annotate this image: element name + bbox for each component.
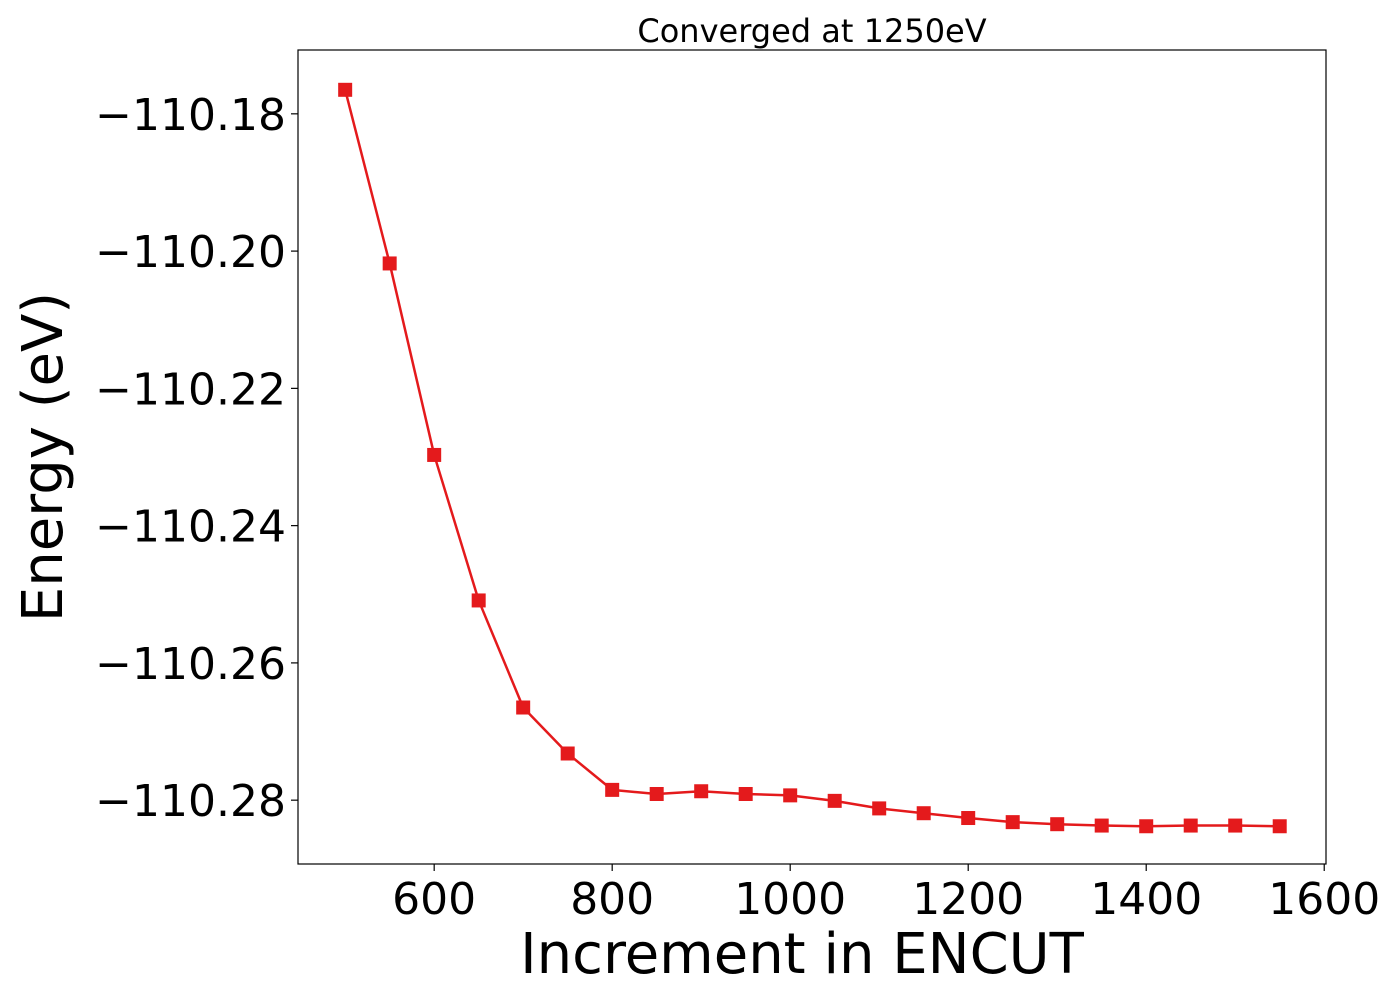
x-tick-label: 1000 [734, 874, 846, 925]
series-layer [338, 82, 1287, 834]
y-tick-label: −110.18 [95, 90, 286, 141]
data-point-marker [916, 806, 931, 821]
x-axis: 600 800 1000 1200 1400 1600 [392, 864, 1380, 925]
data-point-marker [738, 786, 753, 801]
data-point-marker [1094, 818, 1109, 833]
data-point-marker [694, 784, 709, 799]
data-point-marker [1228, 818, 1243, 833]
series-line [343, 89, 1280, 828]
y-tick-label: −110.22 [95, 364, 286, 415]
data-point-marker [516, 700, 531, 715]
data-point-marker [605, 782, 620, 797]
y-tick-label: −110.20 [95, 227, 286, 278]
x-tick-label: 1400 [1090, 874, 1202, 925]
x-tick-label: 1200 [912, 874, 1024, 925]
x-tick-label: 800 [570, 874, 654, 925]
plot-area-frame [297, 49, 1327, 865]
data-point-marker [382, 256, 397, 271]
data-point-marker [783, 788, 798, 803]
y-tick-label: −110.26 [95, 639, 286, 690]
data-point-marker [961, 811, 976, 826]
x-tick-label: 1600 [1268, 874, 1380, 925]
y-tick-label: −110.24 [95, 502, 286, 553]
data-point-marker [827, 793, 842, 808]
y-axis: −110.18 −110.20 −110.22 −110.24 −110.26 −110.… [95, 90, 298, 827]
chart-title: Converged at 1250eV [637, 12, 986, 50]
data-point-marker [1050, 817, 1065, 832]
y-axis-title: Energy (eV) [11, 292, 76, 622]
data-point-marker [338, 82, 353, 97]
data-point-marker [1139, 819, 1154, 834]
data-point-marker [427, 447, 442, 462]
data-point-marker [1183, 818, 1198, 833]
data-point-marker [471, 593, 486, 608]
data-point-marker [560, 746, 575, 761]
data-point-marker [649, 786, 664, 801]
x-axis-title: Increment in ENCUT [520, 922, 1085, 987]
y-tick-label: −110.28 [95, 776, 286, 827]
x-tick-label: 600 [392, 874, 476, 925]
data-point-marker [1005, 815, 1020, 830]
data-point-marker [872, 801, 887, 816]
data-point-marker [1272, 819, 1287, 834]
